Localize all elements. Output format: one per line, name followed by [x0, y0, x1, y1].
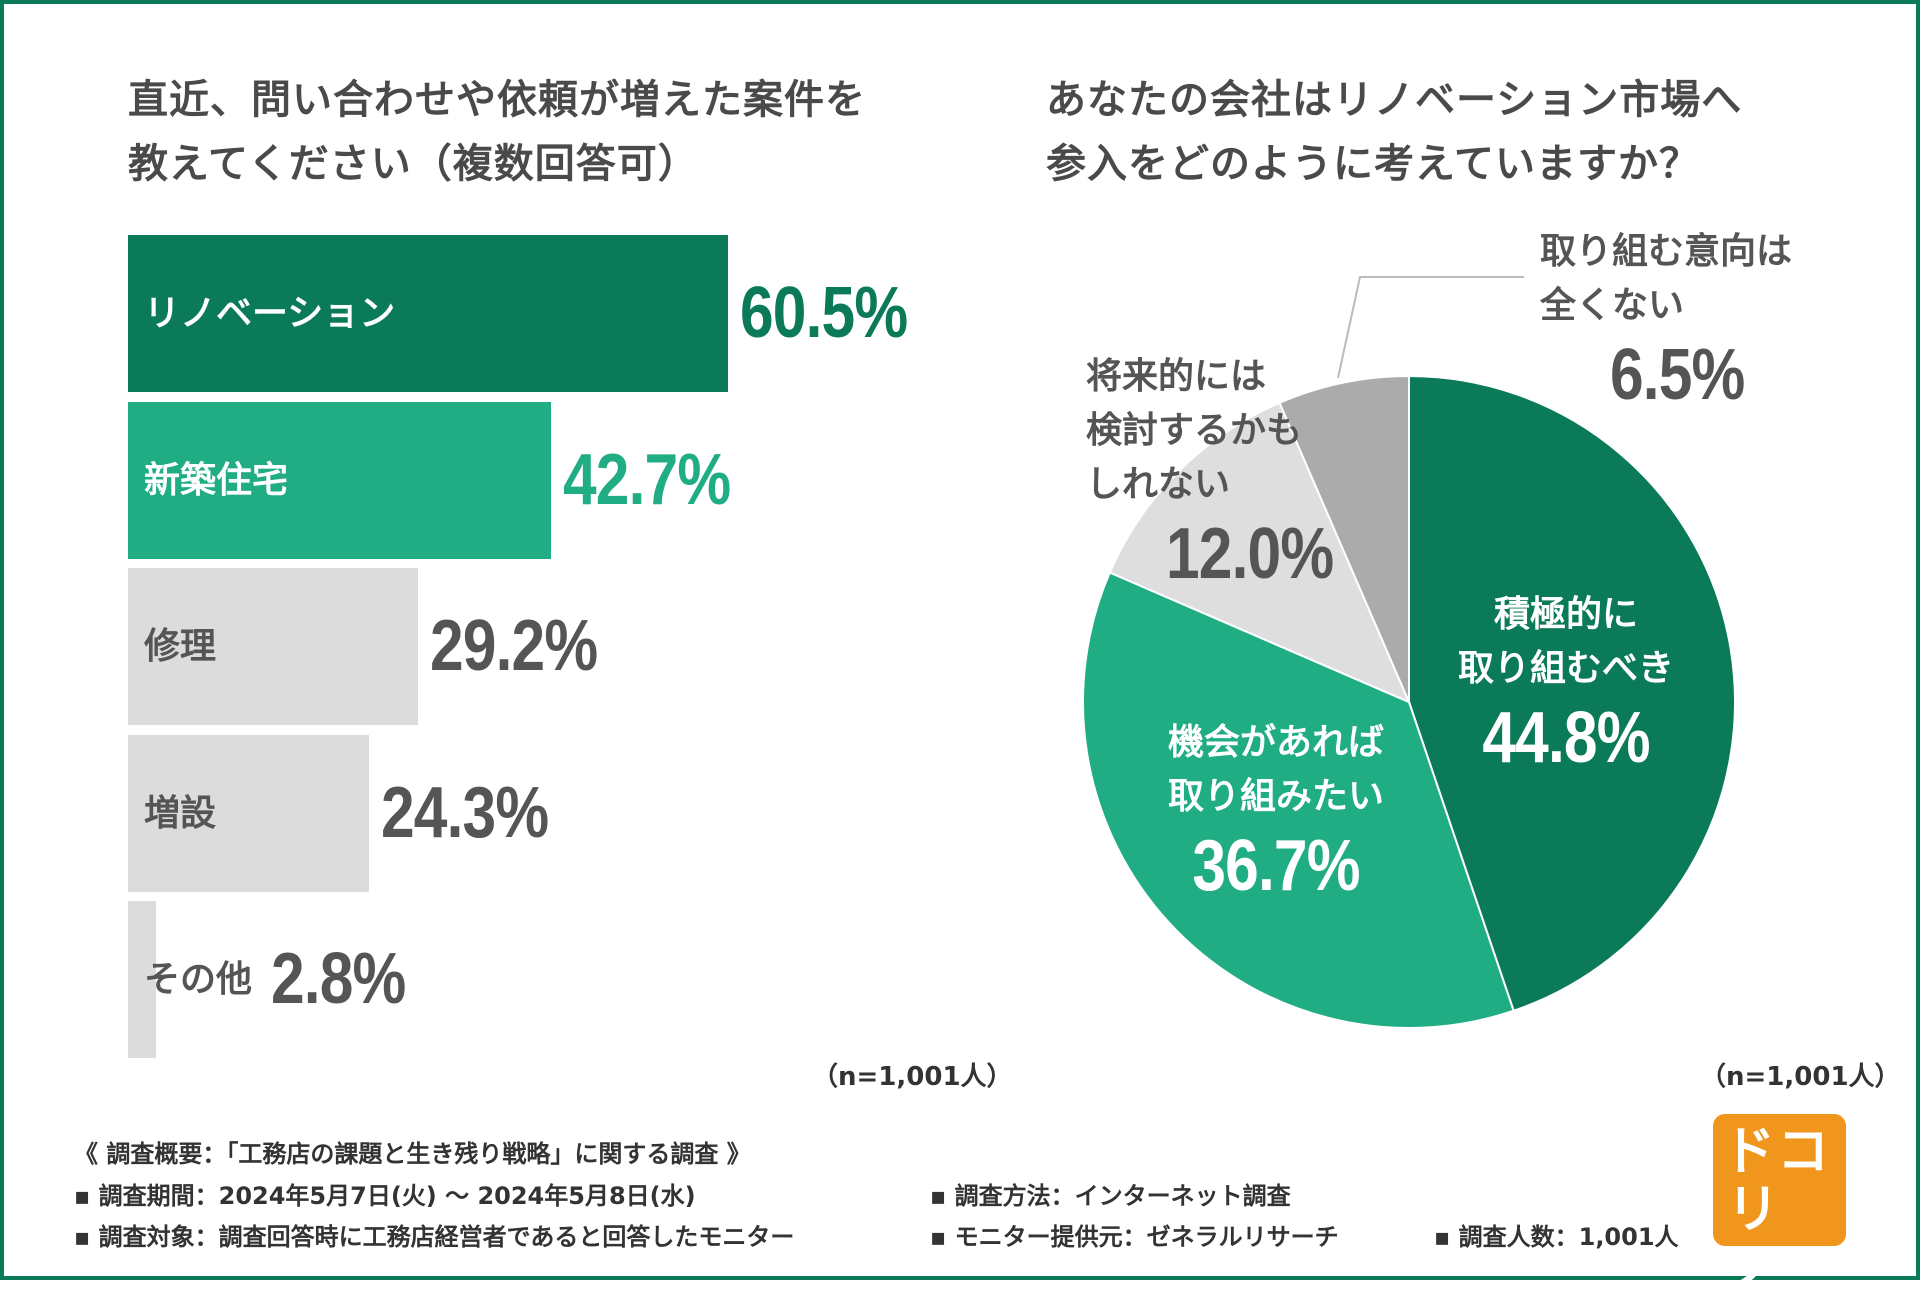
survey-overview: 《 調査概要：「工務店の課題と生き残り戦略」に関する調査 》: [74, 1140, 751, 1168]
pie-category-label: 将来的には: [1086, 356, 1267, 397]
survey-count: ▪ 調査人数：1,001人: [1434, 1223, 1679, 1251]
pie-slice-label: 機会があれば 取り組みたい 36.7%: [1168, 716, 1384, 908]
pie-value-label: 12.0%: [1166, 514, 1334, 594]
logo-line-2: リノ: [1727, 1180, 1790, 1300]
pie-category-label: 取り組みたい: [1167, 776, 1385, 817]
bar: [128, 901, 156, 1058]
pie-value-label: 44.8%: [1482, 698, 1650, 778]
bar-category-label: リノベーション: [144, 293, 396, 334]
pie-category-label: 積極的に: [1493, 594, 1639, 635]
pie-slice-label: 将来的には検討するかも しれない 12.0%: [1086, 350, 1365, 596]
pie-slice: [1082, 571, 1515, 1029]
pie-chart-sample-note: （n=1,001人）: [1700, 1062, 1901, 1092]
pie-value-label: 36.7%: [1192, 826, 1360, 906]
bar-value-label: 42.7%: [563, 439, 731, 520]
bar-value-label: 2.8%: [271, 939, 406, 1019]
bar-value-label: 24.3%: [380, 772, 549, 853]
bar-category-label: 新築住宅: [144, 459, 289, 501]
pie-chart-title: あなたの会社はリノベーション市場へ 参入をどのように考えていますか？: [1046, 68, 1742, 196]
pie-slice-label: 取り組む意向は 全くない 6.5%: [1540, 225, 1792, 417]
bar-chart-sample-note: （n=1,001人）: [812, 1062, 1013, 1092]
pie-category-label: 機会があれば: [1167, 722, 1385, 763]
survey-provider: ▪ モニター提供元：ゼネラルリサーチ: [930, 1223, 1339, 1251]
pie-value-label: 6.5%: [1610, 335, 1745, 415]
bar-category-label: 増設: [144, 792, 217, 834]
pie-slice: [1278, 374, 1410, 703]
pie-slice: [1108, 401, 1411, 704]
bar-chart-title: 直近、問い合わせや依頼が増えた案件を 教えてください（複数回答可）: [128, 68, 866, 196]
bar: [128, 235, 728, 392]
pie-category-label: 検討するかも: [1086, 410, 1303, 451]
pie-leader-line: [1337, 276, 1524, 379]
bar: [128, 734, 369, 892]
pie-chart-title-line-1: あなたの会社はリノベーション市場へ: [1046, 77, 1743, 123]
bar-chart-title-line-1: 直近、問い合わせや依頼が増えた案件を: [128, 77, 866, 123]
pie-slice-label: 積極的に取り組むべき 44.8%: [1458, 588, 1674, 780]
survey-method: ▪ 調査方法：インターネット調査: [930, 1182, 1291, 1210]
dokoreno-logo: ドコ リノ: [1713, 1114, 1846, 1300]
pie-slice: [1408, 374, 1736, 1013]
bar-category-label: 修理: [144, 626, 217, 667]
pie-category-label: しれない: [1086, 464, 1231, 505]
survey-target: ▪ 調査対象：調査回答時に工務店経営者であると回答したモニター: [74, 1223, 795, 1251]
pie-category-label: 取り組むべき: [1457, 648, 1675, 689]
bar-category-label: その他: [144, 959, 253, 1000]
bar-value-label: 29.2%: [429, 606, 598, 686]
survey-period: ▪ 調査期間：2024年5月7日(火) 〜 2024年5月8日(水): [74, 1182, 696, 1210]
pie-chart-title-line-2: 参入をどのように考えていますか？: [1046, 141, 1700, 187]
logo-line-1: ドコ: [1723, 1122, 1832, 1182]
bar: [128, 401, 552, 559]
bar: [128, 568, 418, 725]
pie-category-label: 取り組む意向は: [1540, 231, 1793, 272]
bar-chart-title-line-2: 教えてください（複数回答可）: [128, 141, 699, 187]
bar-value-label: 60.5%: [740, 273, 908, 353]
pie-category-label: 全くない: [1540, 285, 1685, 326]
